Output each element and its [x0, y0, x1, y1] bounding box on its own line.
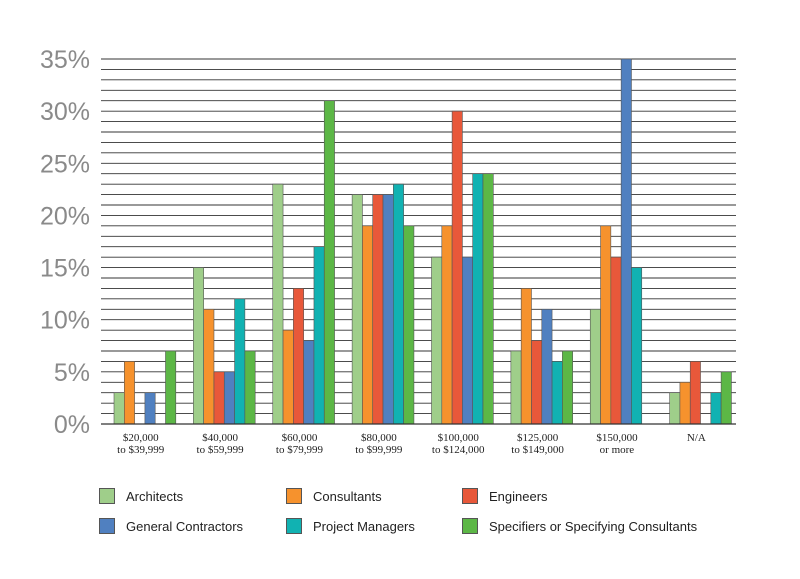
bar [234, 298, 246, 425]
bar [144, 392, 156, 425]
bar [272, 183, 284, 425]
bar [689, 361, 701, 425]
x-axis-ticks: $20,000 to $39,999 $40,000 to $59,999 $60,00… [117, 432, 706, 456]
bar [313, 246, 325, 425]
bar [113, 392, 125, 425]
bar [482, 173, 494, 425]
y-tick-label: 30% [40, 98, 90, 126]
bar [293, 288, 304, 425]
bar [472, 173, 484, 425]
bar [323, 100, 335, 425]
bar [620, 58, 632, 425]
x-tick-label: $100,000 to $124,000 [432, 432, 485, 456]
bar [441, 225, 453, 425]
bar [610, 256, 622, 425]
x-tick-label: $60,000 to $79,999 [276, 432, 324, 456]
y-tick-label: 15% [40, 255, 90, 283]
bar [223, 371, 235, 425]
x-tick-label: $40,000 to $59,999 [197, 432, 245, 456]
x-tick-label: $150,000 or more [596, 432, 638, 456]
y-tick-label: 20% [40, 202, 90, 230]
bar [244, 350, 256, 425]
bar [393, 183, 404, 425]
y-tick-label: 35% [40, 46, 90, 74]
x-tick-label: $125,000 to $149,000 [511, 432, 564, 456]
bar [720, 371, 732, 425]
bar [510, 350, 522, 425]
bar [541, 308, 553, 425]
bar [462, 256, 473, 425]
bar [351, 194, 363, 425]
y-tick-label: 10% [40, 307, 90, 335]
y-axis-ticks: 0% 5% 10% 15% 20% 25% 30% 35% [40, 46, 90, 439]
bar [710, 392, 722, 425]
x-tick-label: N/A [687, 432, 706, 444]
y-tick-label: 0% [54, 411, 90, 439]
bar [431, 256, 443, 425]
bar [124, 361, 135, 425]
bar [551, 361, 563, 425]
bar [165, 350, 177, 425]
bar [303, 340, 315, 425]
bar [589, 308, 601, 425]
x-tick-label: $20,000 to $39,999 [117, 432, 165, 456]
bar [213, 371, 225, 425]
bar [631, 267, 643, 425]
bar [362, 225, 374, 425]
bar [669, 392, 681, 425]
bar [382, 194, 394, 425]
x-tick-label: $80,000 to $99,999 [355, 432, 403, 456]
bar [531, 340, 543, 425]
bar [679, 381, 691, 425]
bar [520, 288, 532, 425]
bar [403, 225, 415, 425]
bar [451, 110, 463, 425]
bar [562, 350, 573, 425]
bars [113, 58, 732, 425]
bar [600, 225, 612, 425]
bar [203, 308, 215, 425]
y-tick-label: 25% [40, 150, 90, 178]
bar [193, 267, 204, 425]
y-tick-label: 5% [54, 359, 90, 387]
bar [372, 194, 384, 425]
bar [282, 329, 294, 425]
